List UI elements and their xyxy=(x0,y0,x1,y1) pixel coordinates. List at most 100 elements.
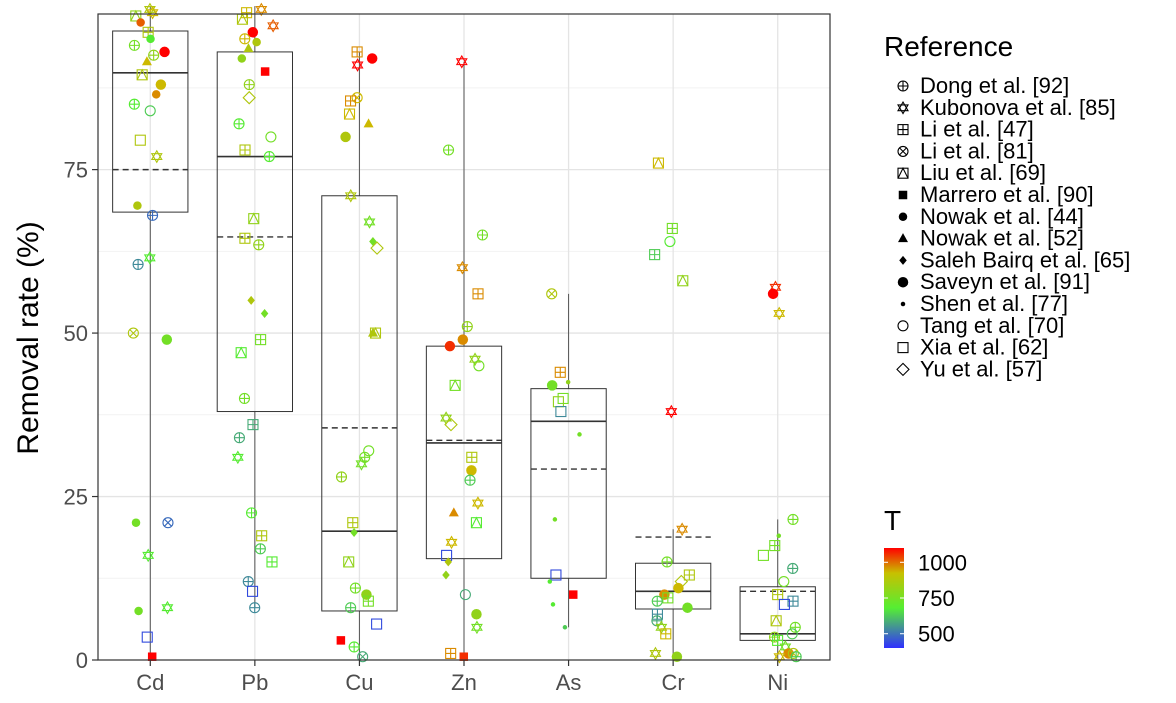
y-tick-label: 0 xyxy=(76,648,88,673)
data-point-zn xyxy=(442,570,450,580)
data-point-pb xyxy=(254,543,266,555)
data-point-cd xyxy=(162,517,174,529)
data-point-cd xyxy=(128,98,140,110)
data-point-cd xyxy=(151,90,161,99)
color-tick-label: 750 xyxy=(918,586,955,611)
data-point-zn xyxy=(459,652,469,661)
data-point-cu xyxy=(366,53,378,64)
x-tick-label-as: As xyxy=(556,670,582,695)
data-point-cd xyxy=(134,134,146,146)
x-tick-label-cu: Cu xyxy=(345,670,373,695)
data-point-cu xyxy=(344,188,357,203)
data-point-cu xyxy=(340,131,351,143)
data-point-cd xyxy=(133,201,142,210)
data-point-cu xyxy=(355,456,368,471)
data-point-pb xyxy=(246,585,259,597)
data-point-pb xyxy=(239,232,251,244)
data-points xyxy=(127,2,802,664)
legend-entry-label: Saleh Bairq et al. [65] xyxy=(920,247,1130,272)
data-point-cu xyxy=(349,582,361,594)
legend-key-shape xyxy=(897,145,909,157)
x-tick-label-ni: Ni xyxy=(767,670,788,695)
legend-entry-label: Marrero et al. [90] xyxy=(920,182,1094,207)
legend-key-shape xyxy=(900,301,906,307)
data-point-zn xyxy=(473,360,485,372)
data-point-cd xyxy=(161,600,174,615)
data-point-zn xyxy=(464,474,476,486)
data-point-cu xyxy=(351,46,363,58)
data-point-cd xyxy=(136,18,145,27)
data-point-pb xyxy=(247,295,255,305)
data-point-ni xyxy=(778,598,790,610)
data-point-cr xyxy=(683,569,695,581)
data-point-zn xyxy=(457,334,469,345)
color-legend-title: T xyxy=(884,505,901,536)
data-point-cu xyxy=(363,445,375,457)
data-point-pb xyxy=(246,507,258,519)
legend-key-shape xyxy=(897,124,909,136)
data-point-as xyxy=(568,590,578,599)
data-point-cd xyxy=(146,34,155,44)
data-point-cu xyxy=(362,595,374,607)
legend-entry-label: Liu et al. [69] xyxy=(920,160,1046,185)
data-point-pb xyxy=(233,118,245,130)
data-point-cu xyxy=(335,471,348,483)
data-point-cd xyxy=(148,49,160,61)
box-plots xyxy=(112,6,816,660)
box-iqr xyxy=(425,345,503,560)
data-point-ni xyxy=(778,575,790,588)
data-point-as xyxy=(577,432,582,437)
data-point-as xyxy=(562,625,568,630)
data-point-cd xyxy=(130,9,142,22)
color-tick-label: 500 xyxy=(918,622,955,647)
legend-entry-label: Li et al. [81] xyxy=(920,138,1034,163)
box-iqr xyxy=(634,562,712,610)
legend-key-shape xyxy=(897,100,909,115)
data-point-cr xyxy=(660,628,672,640)
data-point-cr xyxy=(676,522,689,537)
y-tick-label: 50 xyxy=(64,321,88,346)
color-gradient-bar xyxy=(884,548,904,648)
data-point-as xyxy=(565,379,571,385)
data-point-zn xyxy=(455,54,468,69)
legend-entry-label: Xia et al. [62] xyxy=(920,335,1048,360)
data-point-cu xyxy=(357,651,369,663)
data-point-pb xyxy=(238,392,251,405)
y-axis-label: Removal rate (%) xyxy=(12,221,45,454)
data-point-pb xyxy=(267,18,280,33)
data-point-zn xyxy=(456,260,469,275)
box-iqr xyxy=(216,51,294,413)
data-point-as xyxy=(552,517,558,522)
data-point-pb xyxy=(243,43,254,53)
data-point-pb xyxy=(241,7,253,19)
data-point-as xyxy=(555,405,567,418)
data-point-cu xyxy=(336,636,346,645)
data-point-cu xyxy=(344,95,357,107)
data-point-zn xyxy=(444,417,458,432)
data-point-pb xyxy=(231,450,244,465)
data-point-cu xyxy=(343,555,355,568)
legend-key-shape xyxy=(898,233,908,243)
data-point-cd xyxy=(147,652,157,661)
data-point-cu xyxy=(350,528,358,537)
x-tick-label-cr: Cr xyxy=(662,670,685,695)
data-point-cu xyxy=(348,641,360,653)
data-point-as xyxy=(554,366,566,378)
box-cd xyxy=(112,6,189,660)
legend-key-shape xyxy=(899,255,907,265)
data-point-zn xyxy=(472,288,484,300)
data-point-cu xyxy=(345,602,357,614)
data-point-pb xyxy=(263,150,275,163)
data-point-ni xyxy=(786,628,798,640)
data-point-pb xyxy=(235,346,247,359)
legend-key-shape xyxy=(897,80,909,92)
data-point-cu xyxy=(363,215,376,229)
data-point-ni xyxy=(770,614,782,627)
x-tick-label-cd: Cd xyxy=(136,670,164,695)
data-point-zn xyxy=(440,411,453,425)
data-point-cu xyxy=(369,237,377,247)
data-point-cu xyxy=(351,92,363,104)
data-point-pb xyxy=(255,2,268,17)
data-point-as xyxy=(550,602,556,607)
data-point-cu xyxy=(347,517,359,529)
